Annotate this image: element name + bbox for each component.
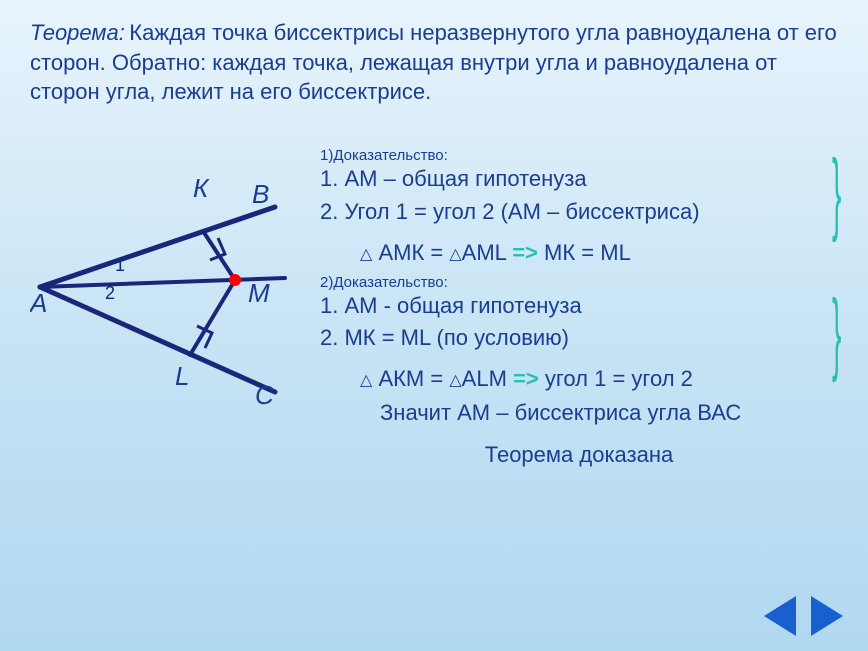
arrow-icon: => <box>513 366 539 391</box>
proof1-implication: △ АМК = △AML => МК = ML <box>360 240 838 266</box>
prev-button[interactable] <box>764 596 796 636</box>
theorem-text: Каждая точка биссектрисы неразвернутого … <box>30 20 837 104</box>
svg-text:К: К <box>193 173 210 203</box>
proof1-line1: 1. АМ – общая гипотенуза <box>320 164 838 195</box>
impl-result: МК = ML <box>544 240 631 265</box>
impl-result: угол 1 = угол 2 <box>545 366 693 391</box>
impl-left: АМК = <box>378 240 443 265</box>
proofs-block: } } 1)Доказательство: 1. АМ – общая гипо… <box>320 127 838 468</box>
svg-text:2: 2 <box>105 283 115 303</box>
theorem-label: Теорема: <box>30 20 125 45</box>
proof2-line2: 2. МК = ML (по условию) <box>320 323 838 354</box>
proof2-label: 2)Доказательство: <box>320 274 838 291</box>
svg-text:А: А <box>30 288 47 318</box>
svg-text:С: С <box>255 380 274 407</box>
brace-icon: } <box>832 280 841 384</box>
proof2-implication: △ АКМ = △ALM => угол 1 = угол 2 <box>360 366 838 392</box>
angle-diagram: А В С К L М 12 <box>30 147 300 407</box>
proof1-label: 1)Доказательство: <box>320 147 838 164</box>
impl-left: АКМ = <box>378 366 443 391</box>
svg-text:L: L <box>175 361 189 391</box>
triangle-icon: △ <box>449 370 461 390</box>
impl-right: AML <box>462 240 506 265</box>
qed-text: Теорема доказана <box>320 442 838 468</box>
proof2-line1: 1. АМ - общая гипотенуза <box>320 291 838 322</box>
conclusion-text: Значит АМ – биссектриса угла ВАС <box>380 400 838 426</box>
triangle-icon: △ <box>360 370 372 390</box>
arrow-icon: => <box>512 240 538 265</box>
svg-text:М: М <box>248 278 270 308</box>
content-area: А В С К L М 12 } } 1)Доказательство: 1. АМ – о… <box>0 117 868 468</box>
svg-text:В: В <box>252 179 269 209</box>
next-button[interactable] <box>811 596 843 636</box>
proof1-line2: 2. Угол 1 = угол 2 (АМ – биссектриса) <box>320 197 838 228</box>
theorem-block: Теорема: Каждая точка биссектрисы неразв… <box>0 0 868 117</box>
impl-right: ALM <box>462 366 507 391</box>
nav-buttons <box>764 596 843 636</box>
brace-icon: } <box>832 140 841 244</box>
triangle-icon: △ <box>360 244 372 264</box>
svg-text:1: 1 <box>115 255 125 275</box>
triangle-icon: △ <box>449 244 461 264</box>
